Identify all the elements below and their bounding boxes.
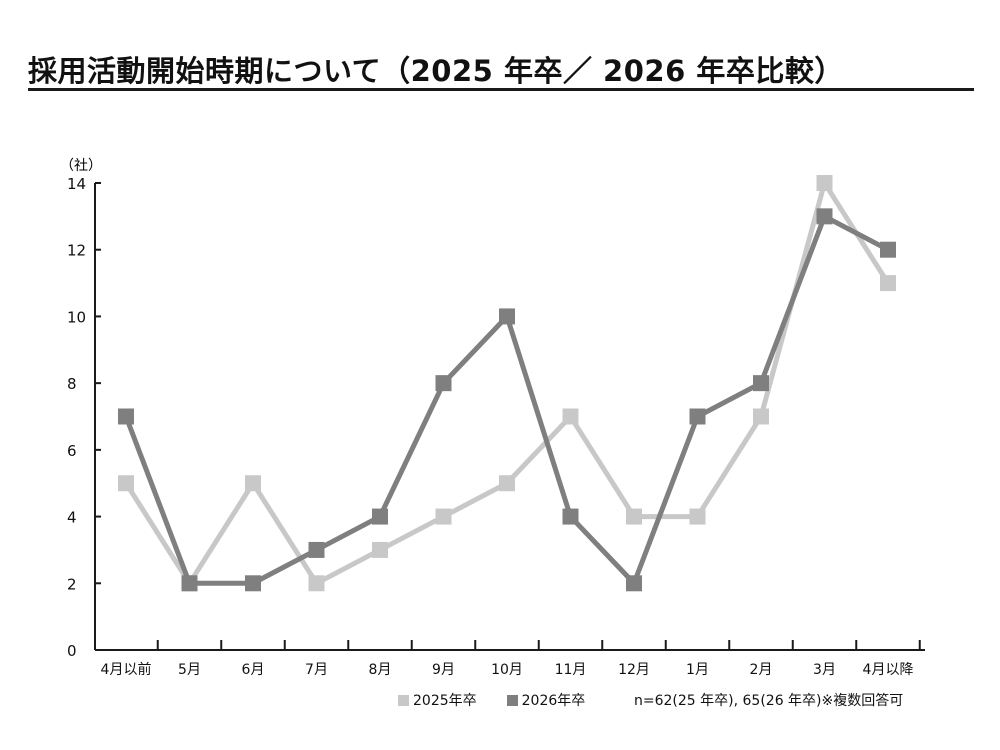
x-tick-label: 11月 [555, 662, 587, 678]
data-point [245, 575, 261, 592]
y-tick-labels: 0 2 4 6 8 10 12 14 [67, 175, 86, 660]
x-tick-label: 8月 [369, 662, 392, 678]
x-tick-label: 9月 [432, 662, 455, 678]
data-point [816, 208, 833, 225]
data-point [181, 575, 198, 592]
chart-axes [94, 182, 925, 651]
y-tick-label: 4 [67, 509, 77, 527]
data-point [689, 508, 706, 525]
data-point [626, 575, 642, 592]
x-tick-label: 2月 [750, 662, 773, 678]
x-tick-label: 3月 [813, 662, 836, 678]
chart-title: 採用活動開始時期について（2025 年卒／ 2026 年卒比較） [28, 54, 844, 88]
x-tick-label: 6月 [242, 662, 265, 678]
x-tick-label: 4月以前 [101, 661, 152, 678]
data-point [245, 475, 261, 492]
data-point [118, 475, 134, 492]
data-point [816, 175, 833, 191]
data-point [626, 508, 642, 525]
series-2025年卒 [118, 175, 896, 592]
data-point [689, 408, 706, 425]
data-point [435, 375, 452, 392]
data-point [753, 375, 769, 392]
legend-label-2025: 2025年卒 [413, 693, 477, 709]
x-tick-label: 1月 [686, 662, 709, 678]
x-tick-labels: 4月以前 5月 6月 7月 8月 9月 10月 11月 12月 1月 2月 3月 4月以降 [101, 661, 914, 678]
x-tick-label: 7月 [305, 662, 328, 678]
data-point [562, 408, 579, 425]
y-tick-label: 10 [67, 308, 86, 326]
data-point [118, 408, 134, 425]
data-point [499, 308, 515, 325]
data-point [562, 508, 579, 525]
series-line [123, 176, 891, 588]
x-tick-label: 4月以降 [863, 662, 914, 678]
y-tick-label: 0 [67, 642, 77, 660]
y-tick-label: 6 [67, 442, 77, 460]
data-point [753, 408, 769, 425]
data-point [372, 508, 388, 525]
legend-swatch-2025 [398, 694, 409, 706]
data-point [880, 241, 896, 258]
legend-item-2026: 2026年卒 [506, 690, 586, 710]
y-tick-label: 2 [67, 575, 77, 593]
data-point [308, 575, 325, 592]
y-tick-label: 14 [67, 175, 86, 193]
data-point [435, 508, 452, 525]
legend-label-2026: 2026年卒 [521, 693, 586, 709]
sample-size-note: n=62(25 年卒), 65(26 年卒)※複数回答可 [634, 693, 904, 709]
x-tick-label: 10月 [491, 662, 523, 678]
chart-series [118, 175, 896, 592]
y-tick-label: 12 [67, 242, 86, 260]
title-underline [28, 88, 974, 91]
series-line [123, 212, 890, 588]
legend-item-2025: 2025年卒 [398, 690, 477, 710]
x-tick-label: 12月 [618, 662, 650, 678]
legend: 2025年卒 2026年卒 [398, 690, 615, 710]
data-point [880, 275, 896, 292]
data-point [499, 475, 515, 492]
data-point [372, 541, 388, 558]
y-axis-label: （社） [60, 158, 102, 174]
data-point [308, 541, 325, 558]
y-tick-label: 8 [67, 375, 77, 393]
legend-swatch-2026 [506, 694, 518, 706]
x-tick-label: 5月 [178, 662, 201, 678]
series-2026年卒 [118, 208, 896, 592]
